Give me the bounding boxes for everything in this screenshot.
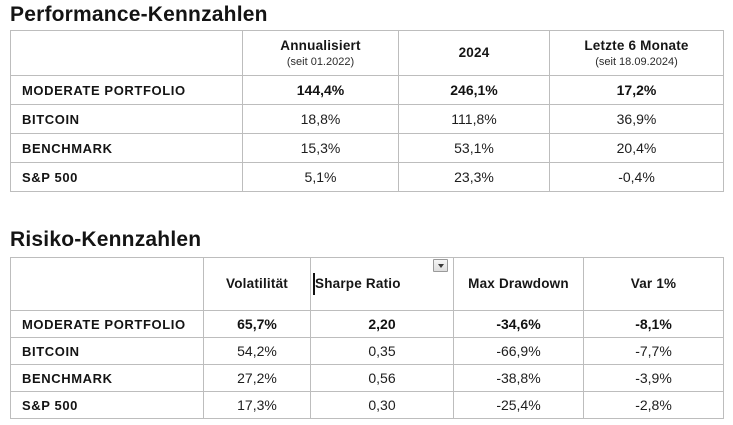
column-header-label: Max Drawdown [468, 276, 569, 291]
dropdown-arrow-icon [437, 263, 444, 268]
value-cell: 5,1% [242, 162, 399, 192]
table-row-moderate-portfolio: MODERATE PORTFOLIO 65,7% 2,20 -34,6% -8,… [10, 310, 724, 338]
table-row-sp500: S&P 500 17,3% 0,30 -25,4% -2,8% [10, 391, 724, 419]
table-row-bitcoin: BITCOIN 18,8% 111,8% 36,9% [10, 104, 724, 134]
value-cell: 111,8% [398, 104, 550, 134]
value-cell: 23,3% [398, 162, 550, 192]
value-cell: 20,4% [549, 133, 724, 163]
performance-header-letzte-6-monate: Letzte 6 Monate (seit 18.09.2024) [549, 30, 724, 76]
value-cell: 15,3% [242, 133, 399, 163]
column-header-label: Sharpe Ratio [315, 276, 401, 291]
performance-header-annualisiert: Annualisiert (seit 01.2022) [242, 30, 399, 76]
row-label: BITCOIN [10, 104, 243, 134]
value-cell: -25,4% [453, 391, 584, 419]
table-row-sp500: S&P 500 5,1% 23,3% -0,4% [10, 162, 724, 192]
column-header-label: Volatilität [226, 276, 288, 291]
text-cursor-caret [313, 273, 315, 295]
value-cell: 53,1% [398, 133, 550, 163]
value-cell: 0,30 [310, 391, 454, 419]
risk-section-title: Risiko-Kennzahlen [10, 228, 202, 251]
value-cell: -3,9% [583, 364, 724, 392]
risk-table: Volatilität Sharpe Ratio Max Drawdown Va… [10, 257, 724, 419]
row-label: BENCHMARK [10, 133, 243, 163]
column-header-label: Annualisiert [280, 37, 361, 53]
value-cell: 144,4% [242, 75, 399, 105]
performance-header-2024: 2024 [398, 30, 550, 76]
performance-section-title: Performance-Kennzahlen [10, 3, 268, 26]
value-cell: 65,7% [203, 310, 311, 338]
risk-header-max-drawdown: Max Drawdown [453, 257, 584, 311]
row-label: MODERATE PORTFOLIO [10, 75, 243, 105]
value-cell: 27,2% [203, 364, 311, 392]
column-header-label: Var 1% [630, 276, 677, 291]
value-cell: 18,8% [242, 104, 399, 134]
value-cell: 246,1% [398, 75, 550, 105]
value-cell: 0,35 [310, 337, 454, 365]
value-cell: 2,20 [310, 310, 454, 338]
value-cell: -0,4% [549, 162, 724, 192]
value-cell: 17,2% [549, 75, 724, 105]
row-label: S&P 500 [10, 391, 204, 419]
risk-header-var1: Var 1% [583, 257, 724, 311]
value-cell: -34,6% [453, 310, 584, 338]
value-cell: -38,8% [453, 364, 584, 392]
risk-header-volatilitaet: Volatilität [203, 257, 311, 311]
row-label: BITCOIN [10, 337, 204, 365]
value-cell: -2,8% [583, 391, 724, 419]
performance-header-row: Annualisiert (seit 01.2022) 2024 Letzte … [10, 30, 724, 76]
row-label: BENCHMARK [10, 364, 204, 392]
risk-header-sharpe-ratio[interactable]: Sharpe Ratio [310, 257, 454, 311]
risk-header-empty-cell [10, 257, 204, 311]
table-row-benchmark: BENCHMARK 27,2% 0,56 -38,8% -3,9% [10, 364, 724, 392]
value-cell: 17,3% [203, 391, 311, 419]
value-cell: -7,7% [583, 337, 724, 365]
value-cell: 0,56 [310, 364, 454, 392]
row-label: S&P 500 [10, 162, 243, 192]
value-cell: -66,9% [453, 337, 584, 365]
column-header-subtext: (seit 01.2022) [286, 55, 355, 68]
column-header-label: Letzte 6 Monate [584, 37, 689, 53]
performance-table: Annualisiert (seit 01.2022) 2024 Letzte … [10, 30, 724, 192]
value-cell: 54,2% [203, 337, 311, 365]
row-label: MODERATE PORTFOLIO [10, 310, 204, 338]
risk-header-row: Volatilität Sharpe Ratio Max Drawdown Va… [10, 257, 724, 311]
column-header-subtext: (seit 18.09.2024) [595, 55, 678, 68]
table-row-benchmark: BENCHMARK 15,3% 53,1% 20,4% [10, 133, 724, 163]
value-cell: -8,1% [583, 310, 724, 338]
table-row-bitcoin: BITCOIN 54,2% 0,35 -66,9% -7,7% [10, 337, 724, 365]
filter-dropdown-button[interactable] [433, 259, 448, 272]
column-header-label: 2024 [458, 45, 490, 60]
value-cell: 36,9% [549, 104, 724, 134]
performance-header-empty-cell [10, 30, 243, 76]
table-row-moderate-portfolio: MODERATE PORTFOLIO 144,4% 246,1% 17,2% [10, 75, 724, 105]
